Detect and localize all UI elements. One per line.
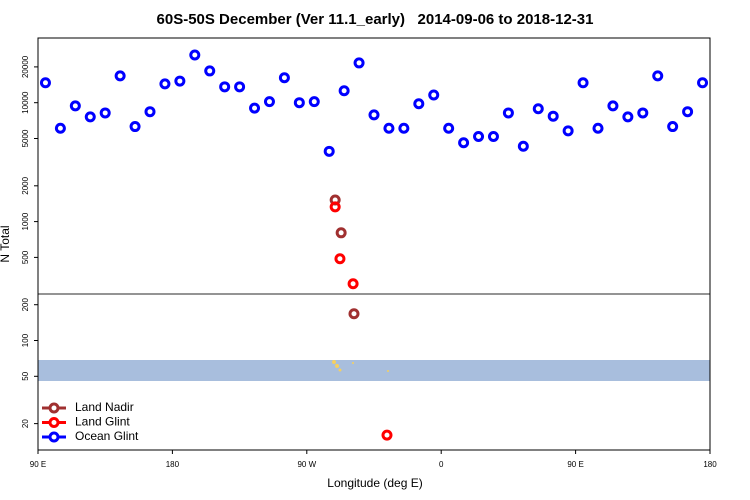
y-tick-label: 100 xyxy=(21,333,30,347)
point xyxy=(249,102,261,114)
point xyxy=(607,100,619,112)
y-tick-label: 1000 xyxy=(21,212,30,230)
point xyxy=(114,70,126,82)
point xyxy=(129,121,141,133)
point xyxy=(562,125,574,137)
point xyxy=(204,65,216,77)
point xyxy=(502,107,514,119)
point xyxy=(84,111,96,123)
x-tick-label: 90 W xyxy=(297,460,316,469)
point xyxy=(159,78,171,90)
point xyxy=(682,106,694,118)
point xyxy=(335,227,347,239)
point xyxy=(652,70,664,82)
x-tick-label: 0 xyxy=(439,460,444,469)
point xyxy=(308,96,320,108)
point xyxy=(547,110,559,122)
legend-label: Land Glint xyxy=(75,415,130,429)
legend-label: Ocean Glint xyxy=(75,429,139,443)
point xyxy=(368,109,380,121)
point xyxy=(69,100,81,112)
x-tick-label: 90 E xyxy=(30,460,46,469)
point xyxy=(413,98,425,110)
point xyxy=(189,49,201,61)
point xyxy=(487,130,499,142)
point xyxy=(99,107,111,119)
point xyxy=(144,106,156,118)
shaded-band xyxy=(38,360,710,381)
point xyxy=(592,122,604,134)
point xyxy=(381,429,393,441)
point xyxy=(428,89,440,101)
point xyxy=(329,201,341,213)
legend-marker xyxy=(48,417,60,428)
point xyxy=(697,77,709,89)
point xyxy=(667,121,679,133)
point xyxy=(458,137,470,149)
x-tick-label: 180 xyxy=(166,460,180,469)
y-axis-label: N Total xyxy=(0,225,12,262)
point xyxy=(622,111,634,123)
point xyxy=(577,77,589,89)
point xyxy=(347,278,359,290)
point xyxy=(293,97,305,109)
y-tick-label: 20000 xyxy=(21,55,30,78)
legend-marker xyxy=(48,402,60,414)
point xyxy=(338,85,350,97)
y-tick-label: 20 xyxy=(21,419,30,428)
chart-title: 60S-50S December (Ver 11.1_early) 2014-0… xyxy=(157,11,594,28)
point xyxy=(234,81,246,93)
point xyxy=(637,107,649,119)
x-tick-label: 180 xyxy=(703,460,717,469)
point xyxy=(334,253,346,265)
y-tick-label: 2000 xyxy=(21,176,30,194)
point xyxy=(398,122,410,134)
y-tick-label: 10000 xyxy=(21,91,30,114)
y-tick-label: 50 xyxy=(21,371,30,380)
land-spots xyxy=(332,360,389,372)
point xyxy=(219,81,231,93)
point xyxy=(278,72,290,84)
point xyxy=(54,122,66,134)
point xyxy=(323,145,335,157)
point xyxy=(348,308,360,320)
x-tick-label: 90 E xyxy=(567,460,583,469)
y-tick-label: 5000 xyxy=(21,129,30,147)
plot-frame xyxy=(37,37,711,451)
point xyxy=(39,77,51,89)
point xyxy=(473,130,485,142)
point xyxy=(517,140,529,152)
y-tick-label: 500 xyxy=(21,250,30,264)
point xyxy=(174,75,186,87)
point xyxy=(353,57,365,69)
point xyxy=(263,96,275,108)
x-axis-label: Longitude (deg E) xyxy=(327,476,422,490)
point xyxy=(443,122,455,134)
legend-label: Land Nadir xyxy=(75,400,134,414)
point xyxy=(383,122,395,134)
legend-marker xyxy=(48,431,60,443)
y-tick-label: 200 xyxy=(21,297,30,311)
point xyxy=(532,103,544,115)
